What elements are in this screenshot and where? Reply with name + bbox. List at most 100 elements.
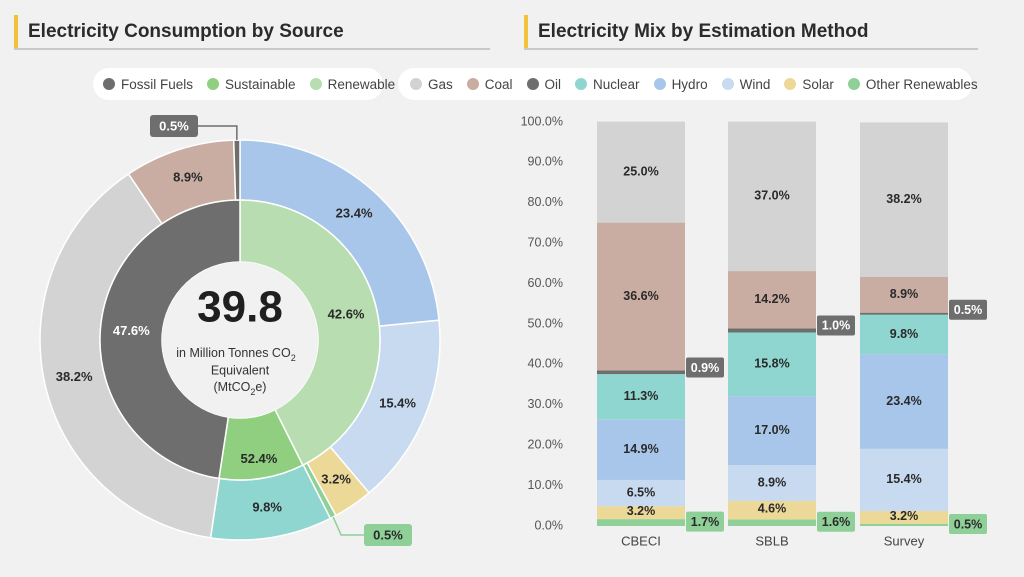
- legend-label: Renewable: [327, 76, 396, 92]
- legend-label: Nuclear: [593, 76, 640, 92]
- bar-segment-label: 17.0%: [754, 423, 789, 437]
- bar-segment-label: 6.5%: [627, 485, 656, 499]
- bar-segment: [597, 419, 685, 480]
- left-chart-title-block: Electricity Consumption by Source: [14, 14, 344, 50]
- title-accent-bar: [14, 15, 18, 49]
- bar-segment: [728, 500, 816, 520]
- bar-segment-label: 14.2%: [754, 292, 789, 306]
- bar-segment-label: 3.2%: [890, 509, 919, 523]
- bar-segment-label: 11.3%: [624, 389, 659, 403]
- bar-segment: [860, 511, 948, 524]
- y-tick-label: 0.0%: [535, 518, 564, 532]
- side-tag-label: 0.5%: [954, 303, 983, 317]
- y-tick-label: 100.0%: [521, 114, 563, 128]
- unit-text: in Million Tonnes CO: [176, 346, 291, 360]
- legend-swatch-icon: [103, 78, 115, 90]
- legend-swatch-icon: [721, 78, 734, 90]
- side-tag-label: 0.5%: [954, 517, 983, 531]
- bar-segment-label: 36.6%: [623, 289, 658, 303]
- legend-swatch-icon: [575, 78, 588, 90]
- x-category-label: SBLB: [755, 533, 788, 548]
- stacked-bar-chart: 0.0% 10.0% 20.0% 30.0% 40.0% 50.0% 60.0% 70.0% 8…: [521, 114, 987, 548]
- bar-segment: [728, 332, 816, 397]
- bar-segment: [728, 328, 816, 333]
- center-unit-line3: (MtCO2e): [214, 380, 267, 397]
- x-category-label: CBECI: [621, 533, 661, 548]
- outer-slice-label: 8.9%: [173, 170, 203, 185]
- bar-segment-label: 8.9%: [758, 475, 787, 489]
- bar-segment: [597, 479, 685, 507]
- inner-slice-label: 52.4%: [240, 451, 277, 466]
- side-tag-box: [817, 511, 855, 532]
- legend-label: Oil: [544, 76, 562, 92]
- left-legend: Fossil Fuels Sustainable Renewable: [93, 68, 395, 100]
- legend-swatch-icon: [207, 78, 220, 90]
- left-title-divider: [14, 48, 490, 50]
- legend-swatch-icon: [653, 78, 666, 90]
- bar-segment: [597, 222, 685, 371]
- left-legend-item: Sustainable: [207, 77, 296, 92]
- unit-subscript: 2: [291, 353, 296, 363]
- bar-segment-label: 3.2%: [627, 504, 656, 518]
- title-accent-bar: [524, 15, 528, 49]
- bar-segment: [597, 519, 685, 526]
- bar-segment-label: 15.8%: [754, 357, 789, 371]
- callout-box: [364, 524, 412, 546]
- bar-segment: [728, 271, 816, 329]
- inner-slice-label: 42.6%: [328, 306, 365, 321]
- left-chart-title: Electricity Consumption by Source: [28, 21, 344, 42]
- side-tag-box: [686, 511, 724, 532]
- bar-segment-label: 9.8%: [890, 327, 919, 341]
- side-tag-label: 1.6%: [822, 515, 851, 529]
- right-legend-item: Solar: [784, 77, 834, 92]
- bar-segment-label: 8.9%: [890, 287, 919, 301]
- right-legend: Gas Coal Oil Nuclear Hydro Wind Solar Other Ren…: [398, 68, 978, 100]
- unit-text: e): [255, 380, 266, 394]
- bar-segment-label: 25.0%: [623, 164, 658, 178]
- right-chart-title-block: Electricity Mix by Estimation Method: [524, 14, 868, 50]
- x-category-label: Survey: [884, 533, 925, 548]
- callout-line: [332, 516, 364, 536]
- right-chart-title: Electricity Mix by Estimation Method: [538, 21, 869, 42]
- right-legend-item: Gas: [410, 77, 453, 92]
- legend-label: Hydro: [671, 76, 708, 92]
- bar-segment: [860, 523, 948, 526]
- right-legend-item: Wind: [721, 76, 771, 92]
- y-tick-label: 60.0%: [528, 276, 563, 290]
- center-unit-line1: in Million Tonnes CO2: [176, 346, 295, 363]
- bar-segment: [728, 396, 816, 465]
- side-tag-label: 0.9%: [691, 361, 720, 375]
- outer-slice-callout-label: 0.5%: [373, 527, 403, 542]
- side-tag-box: [949, 299, 987, 320]
- legend-label: Fossil Fuels: [121, 76, 194, 92]
- bar-segment: [597, 121, 685, 223]
- outer-slice-callout-label: 0.5%: [159, 118, 189, 133]
- legend-swatch-icon: [784, 78, 797, 90]
- right-legend-item: Hydro: [653, 76, 708, 92]
- legend-swatch-icon: [526, 78, 539, 90]
- outer-slice-label: 3.2%: [321, 472, 351, 487]
- bar-segment-label: 14.9%: [623, 442, 658, 456]
- right-legend-item: Coal: [466, 77, 513, 92]
- outer-slice-label: 38.2%: [56, 369, 93, 384]
- unit-subscript: 2: [250, 387, 255, 397]
- bar-segment: [860, 314, 948, 355]
- bar-segment: [597, 506, 685, 520]
- center-unit-line2: Equivalent: [211, 363, 270, 377]
- side-tag-box: [817, 315, 855, 336]
- bar-segment: [860, 122, 948, 277]
- bar-segment-label: 37.0%: [754, 189, 789, 203]
- legend-label: Wind: [739, 76, 771, 92]
- bar-segment-label: 38.2%: [886, 192, 921, 206]
- bar-segment: [597, 370, 685, 375]
- bar-segment: [728, 519, 816, 526]
- left-legend-item: Fossil Fuels: [103, 77, 193, 92]
- legend-label: Solar: [802, 76, 834, 92]
- y-tick-label: 80.0%: [528, 195, 563, 209]
- center-total-value: 39.8: [197, 283, 283, 332]
- right-legend-item: Nuclear: [575, 77, 640, 92]
- outer-slice-label: 23.4%: [336, 205, 373, 220]
- legend-label: Gas: [428, 76, 453, 92]
- y-tick-label: 40.0%: [528, 357, 563, 371]
